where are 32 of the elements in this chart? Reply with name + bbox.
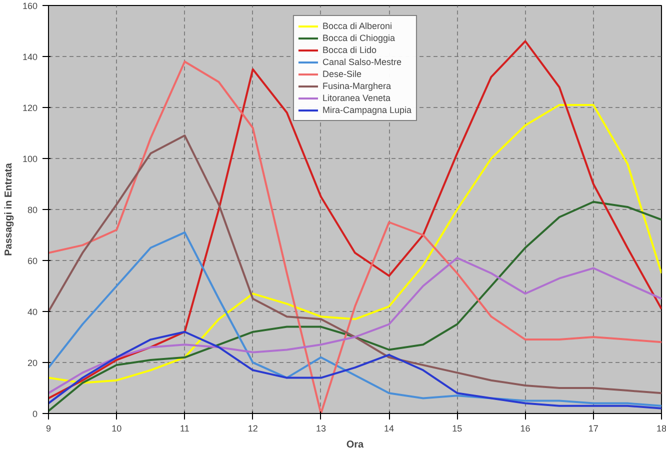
y-tick-label: 60 xyxy=(27,256,38,266)
y-tick-label: 160 xyxy=(22,1,38,11)
x-tick-label: 17 xyxy=(588,424,598,434)
x-tick-label: 12 xyxy=(248,424,258,434)
y-tick-label: 40 xyxy=(27,307,38,317)
y-tick-label: 100 xyxy=(22,154,38,164)
x-tick-label: 10 xyxy=(112,424,122,434)
x-tick-label: 11 xyxy=(180,424,190,434)
line-series xyxy=(48,256,662,394)
x-tick-label: 13 xyxy=(316,424,326,434)
y-tick-label: 0 xyxy=(32,409,38,419)
x-tick-label: 16 xyxy=(520,424,530,434)
x-tick-label: 14 xyxy=(384,424,394,434)
x-tick-label: 15 xyxy=(452,424,462,434)
legend-label: Bocca di Chioggia xyxy=(322,32,396,44)
line-series xyxy=(48,330,662,410)
y-tick-label: 120 xyxy=(22,103,38,113)
y-tick-label: 140 xyxy=(22,52,38,62)
legend-label: Bocca di Lido xyxy=(322,44,377,56)
legend-label: Dese-Sile xyxy=(322,68,362,80)
y-tick-label: 20 xyxy=(27,358,38,368)
legend-label: Mira-Campagna Lupia xyxy=(322,104,412,116)
x-tick-label: 9 xyxy=(46,424,52,434)
legend-label: Fusina-Marghera xyxy=(322,80,392,92)
x-axis-title: Ora xyxy=(346,440,364,450)
y-axis-title: Passaggi in Entrata xyxy=(3,162,14,256)
legend-label: Litoranea Veneta xyxy=(322,92,391,104)
legend-label: Bocca di Alberoni xyxy=(322,20,392,32)
y-tick-label: 80 xyxy=(27,205,38,215)
x-tick-label: 18 xyxy=(656,424,666,434)
legend-label: Canal Salso-Mestre xyxy=(322,56,402,68)
line-series xyxy=(48,231,662,407)
